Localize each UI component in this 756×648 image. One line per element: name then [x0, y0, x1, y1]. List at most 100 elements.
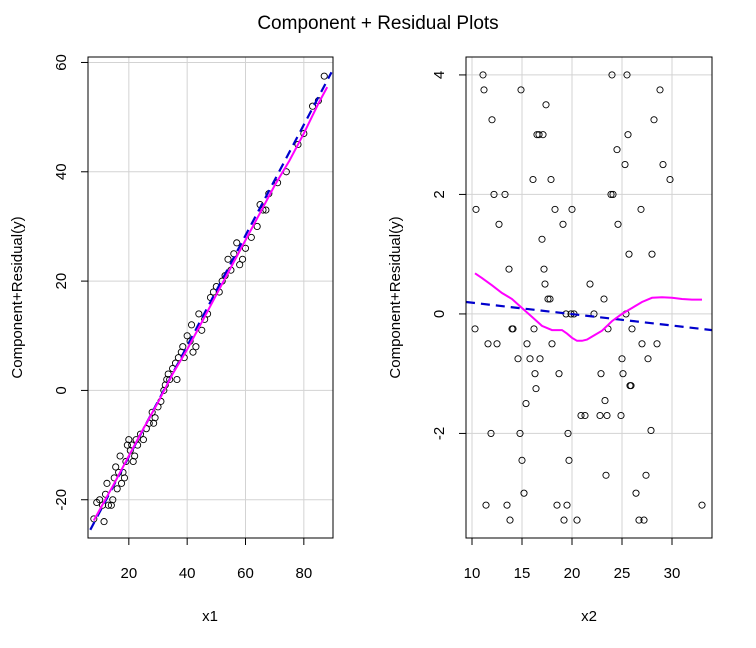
- plot-frame: [87, 56, 334, 539]
- data-point: [236, 261, 244, 269]
- data-point: [548, 340, 556, 348]
- x-tick-label: 25: [614, 565, 631, 582]
- data-point: [544, 295, 552, 303]
- data-point: [233, 239, 241, 247]
- data-point: [565, 456, 573, 464]
- data-point: [96, 496, 104, 504]
- data-point: [187, 321, 196, 329]
- data-point: [540, 265, 548, 273]
- data-point: [613, 146, 621, 154]
- linear-fit-line: [466, 300, 712, 332]
- data-point: [608, 71, 616, 79]
- data-point: [609, 190, 617, 198]
- data-point: [173, 375, 181, 384]
- data-point: [472, 205, 480, 213]
- data-point: [117, 479, 126, 487]
- data-point: [573, 516, 581, 524]
- data-point: [479, 71, 487, 79]
- data-point: [618, 355, 626, 363]
- data-point: [530, 325, 538, 333]
- data-point: [650, 116, 658, 124]
- data-point: [120, 474, 129, 482]
- data-point: [526, 355, 534, 363]
- x-tick-label: 80: [295, 565, 312, 582]
- x-tick-label: 30: [664, 565, 681, 582]
- data-point: [619, 370, 627, 378]
- plot-frame: [465, 56, 713, 539]
- data-point: [189, 348, 197, 356]
- y-tick-label: 4: [431, 71, 448, 79]
- data-point: [532, 385, 540, 393]
- x-tick-label: 15: [514, 565, 531, 582]
- data-point: [553, 501, 561, 509]
- data-point: [241, 244, 250, 252]
- data-point: [614, 220, 622, 228]
- data-point: [577, 411, 585, 420]
- y-axis-label: Component+Residual(y): [9, 216, 26, 378]
- x-tick-label: 60: [237, 565, 254, 582]
- y-tick-label: -20: [53, 489, 70, 511]
- data-point: [179, 343, 187, 351]
- data-point: [516, 429, 524, 437]
- y-tick-label: 60: [53, 54, 70, 71]
- data-point: [195, 310, 203, 318]
- linear-fit-line: [89, 71, 333, 531]
- data-point: [551, 205, 559, 213]
- x-tick-label: 10: [464, 565, 481, 582]
- data-point: [482, 501, 490, 509]
- data-point: [103, 479, 111, 487]
- data-point: [518, 456, 526, 464]
- y-tick-label: 2: [431, 190, 448, 198]
- data-point: [522, 400, 530, 408]
- data-point: [104, 501, 112, 509]
- data-point: [642, 471, 650, 479]
- data-point: [320, 72, 328, 80]
- data-point: [539, 131, 547, 139]
- data-point: [529, 175, 537, 184]
- data-point: [628, 325, 636, 333]
- data-point: [253, 222, 261, 230]
- data-point: [294, 140, 302, 149]
- data-point: [648, 250, 656, 258]
- data-point: [627, 382, 635, 390]
- data-point: [151, 414, 159, 422]
- data-point: [560, 516, 568, 524]
- y-axis-label: Component+Residual(y): [387, 216, 404, 378]
- data-point: [136, 430, 145, 438]
- data-point: [653, 340, 661, 348]
- data-point: [698, 501, 706, 509]
- data-point: [547, 175, 555, 184]
- data-point: [647, 426, 655, 434]
- y-tick-label: 40: [53, 163, 70, 180]
- data-point: [656, 86, 664, 94]
- data-point: [495, 220, 503, 228]
- data-point: [581, 411, 589, 420]
- data-point: [148, 408, 156, 416]
- data-point: [139, 436, 147, 444]
- x-axis-label: x2: [581, 608, 597, 625]
- data-point: [586, 280, 594, 288]
- data-point: [505, 265, 513, 273]
- y-tick-label: -2: [431, 427, 448, 440]
- data-point: [603, 411, 611, 420]
- data-point: [625, 250, 633, 258]
- data-point: [597, 370, 605, 378]
- data-point: [601, 397, 609, 405]
- data-point: [635, 516, 643, 524]
- data-point: [596, 411, 604, 420]
- data-point: [555, 370, 563, 378]
- data-point: [112, 463, 120, 471]
- data-point: [546, 295, 554, 303]
- y-tick-label: 0: [53, 386, 70, 394]
- data-point: [514, 355, 522, 363]
- data-point: [239, 255, 247, 263]
- smooth-residual-line: [474, 272, 702, 342]
- data-point: [262, 206, 270, 214]
- data-point: [632, 489, 640, 497]
- data-point: [559, 220, 567, 228]
- panel-x1: 20 40 60 80 -20 0 20 40 60 x1 Component+Residual(y…: [9, 54, 334, 625]
- data-point: [493, 340, 501, 348]
- data-point: [536, 355, 544, 363]
- data-point: [503, 501, 511, 509]
